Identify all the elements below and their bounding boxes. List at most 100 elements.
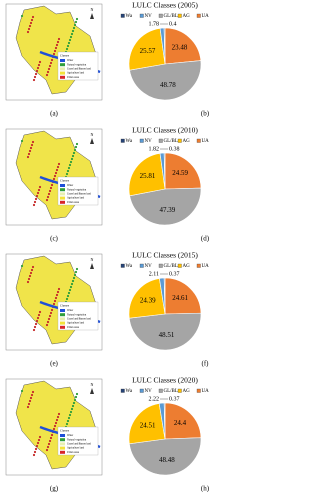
legend-label: GL/BL xyxy=(164,14,178,19)
legend-label: Natural vegetation xyxy=(67,438,87,441)
value-label: 0.37 xyxy=(169,271,180,277)
land-patch xyxy=(27,277,31,281)
land-patch xyxy=(29,271,33,275)
legend-label: NV xyxy=(145,139,153,144)
land-patch xyxy=(53,174,57,178)
land-patch xyxy=(52,302,56,306)
land-patch xyxy=(56,165,60,169)
land-patch xyxy=(66,44,70,48)
land-patch xyxy=(30,393,34,397)
pie-slice xyxy=(163,277,166,315)
land-patch xyxy=(20,389,24,393)
compass: N xyxy=(91,132,94,137)
legend-swatch xyxy=(60,450,65,454)
land-patch xyxy=(20,264,24,268)
land-patch xyxy=(56,415,60,419)
land-patch xyxy=(67,291,71,295)
legend-label: AG xyxy=(183,389,191,394)
legend-label: Agriculture land xyxy=(67,322,85,325)
pie-slice xyxy=(163,27,166,65)
legend-label: NV xyxy=(145,264,153,269)
compass-arrow xyxy=(90,13,94,19)
land-patch xyxy=(32,453,36,457)
legend-swatch xyxy=(139,263,144,268)
legend-swatch xyxy=(60,309,65,312)
land-patch xyxy=(36,441,40,445)
legend-label: UA xyxy=(202,264,210,269)
land-patch xyxy=(26,280,30,284)
land-patch xyxy=(52,177,56,181)
land-patch xyxy=(70,282,74,286)
land-patch xyxy=(38,185,42,189)
land-patch xyxy=(49,61,53,65)
land-patch xyxy=(69,285,73,289)
land-patch xyxy=(65,422,69,426)
legend-swatch xyxy=(196,263,201,268)
land-patch xyxy=(26,30,30,34)
land-patch xyxy=(48,314,52,318)
land-patch xyxy=(66,419,70,423)
land-patch xyxy=(20,14,24,18)
land-patch xyxy=(49,311,53,315)
land-patch xyxy=(46,320,50,324)
land-patch xyxy=(45,73,49,77)
land-patch xyxy=(56,40,60,44)
land-patch xyxy=(49,186,53,190)
value-label: 25.57 xyxy=(140,47,156,55)
value-label: 0.38 xyxy=(169,146,180,152)
legend-swatch xyxy=(60,192,65,196)
legend-swatch xyxy=(120,138,125,143)
pie-slice xyxy=(128,403,166,445)
land-patch xyxy=(47,317,51,321)
land-patch xyxy=(66,169,70,173)
legend-label: Wa xyxy=(126,389,133,394)
land-patch xyxy=(73,273,77,277)
legend-label: Wa xyxy=(126,14,133,19)
land-patch xyxy=(26,405,30,409)
land-patch xyxy=(36,316,40,320)
land-patch xyxy=(31,15,35,19)
land-patch xyxy=(52,52,56,56)
chart-title: LULC Classes (2015) xyxy=(132,251,198,260)
value-label: 24.4 xyxy=(174,419,187,427)
land-patch xyxy=(69,410,73,414)
land-patch xyxy=(36,66,40,70)
legend-swatch xyxy=(60,446,65,450)
legend-swatch xyxy=(158,13,163,18)
legend-swatch xyxy=(196,388,201,393)
legend-label: AG xyxy=(183,14,191,19)
land-patch xyxy=(57,37,61,41)
value-label: 1.82 xyxy=(149,146,160,152)
panel-label: (d) xyxy=(201,235,210,243)
legend-label: Urban Area xyxy=(67,76,80,79)
pie-slice xyxy=(129,60,202,101)
legend-swatch xyxy=(60,67,65,71)
land-patch xyxy=(46,70,50,74)
value-label: 24.61 xyxy=(172,294,188,302)
pie-slice xyxy=(163,152,166,190)
land-patch xyxy=(57,162,61,166)
legend-swatch xyxy=(120,13,125,18)
legend-swatch xyxy=(60,434,65,437)
legend-swatch xyxy=(139,13,144,18)
legend-label: NV xyxy=(145,14,153,19)
land-patch xyxy=(35,319,39,323)
land-patch xyxy=(33,200,37,204)
legend-swatch xyxy=(60,313,65,317)
land-patch xyxy=(75,267,79,271)
land-patch xyxy=(68,288,72,292)
land-patch xyxy=(73,148,77,152)
land-patch xyxy=(70,32,74,36)
land-patch xyxy=(33,450,37,454)
land-patch xyxy=(71,404,75,408)
legend-label: Water xyxy=(67,309,73,312)
land-patch xyxy=(46,445,50,449)
panel-label: (c) xyxy=(50,235,58,243)
land-patch xyxy=(35,444,39,448)
panel-label: (g) xyxy=(50,485,59,493)
land-patch xyxy=(45,198,49,202)
value-label: 47.39 xyxy=(159,206,175,214)
land-patch xyxy=(28,399,32,403)
land-patch xyxy=(45,323,49,327)
legend-swatch xyxy=(60,196,65,200)
